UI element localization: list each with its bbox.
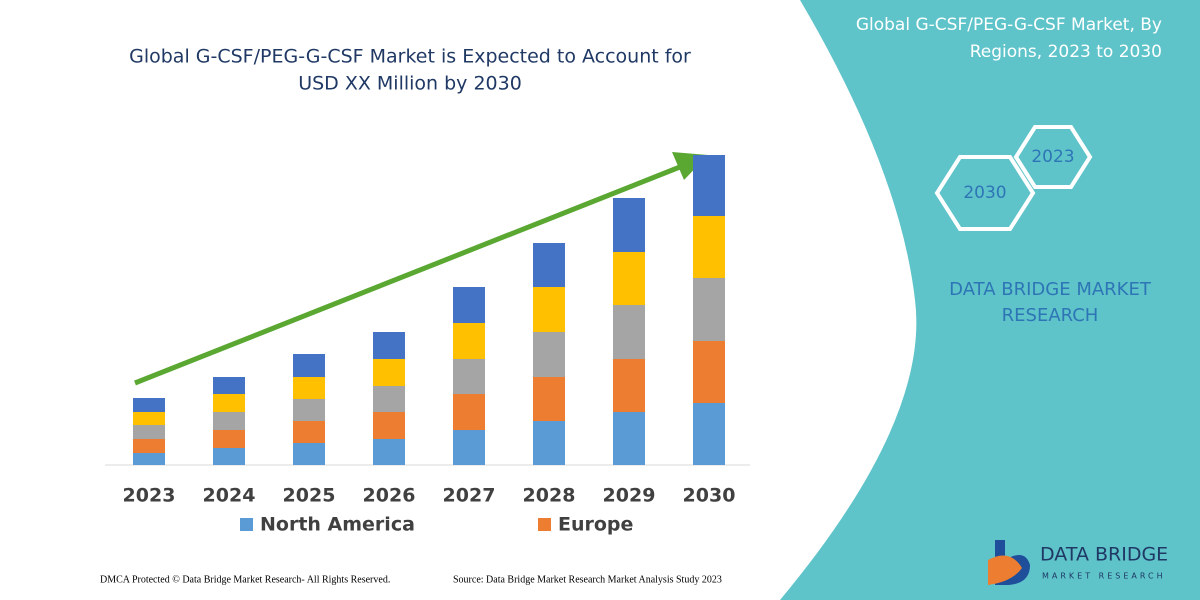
bar-segment xyxy=(293,354,325,377)
bar-segment xyxy=(613,198,645,252)
bar-segment xyxy=(213,394,245,412)
bar-segment xyxy=(133,398,165,412)
bar-segment xyxy=(133,453,165,465)
hexagon-label: 2023 xyxy=(1031,147,1074,167)
x-tick-label: 2029 xyxy=(603,485,656,507)
bar-segment xyxy=(693,216,725,278)
bar-segment xyxy=(373,439,405,465)
footer-text: DMCA Protected © Data Bridge Market Rese… xyxy=(100,574,390,585)
bar-segment xyxy=(373,412,405,439)
x-tick-label: 2024 xyxy=(203,485,256,507)
bar-segment xyxy=(533,377,565,421)
bar-segment xyxy=(693,155,725,216)
panel-title: Regions, 2023 to 2030 xyxy=(970,42,1162,62)
bar-segment xyxy=(693,341,725,403)
bar-segment xyxy=(533,287,565,332)
hexagon xyxy=(934,155,1036,231)
bar-segment xyxy=(293,443,325,465)
bar-segment xyxy=(133,425,165,439)
legend-swatch xyxy=(240,518,253,531)
bar-segment xyxy=(293,377,325,399)
bar-segment xyxy=(133,412,165,425)
bar-segment xyxy=(453,287,485,323)
logo-name: DATA BRIDGE xyxy=(1040,544,1168,566)
bar-segment xyxy=(693,278,725,341)
brand-text: DATA BRIDGE MARKET xyxy=(949,279,1152,300)
logo-icon xyxy=(988,555,1022,585)
chart-title: Global G-CSF/PEG-G-CSF Market is Expecte… xyxy=(129,46,691,68)
bar-segment xyxy=(613,412,645,465)
hexagon xyxy=(1013,125,1093,189)
legend-swatch xyxy=(538,518,551,531)
bar-segment xyxy=(213,448,245,465)
bar-segment xyxy=(453,323,485,359)
x-tick-label: 2028 xyxy=(523,485,576,507)
brand-text: RESEARCH xyxy=(1002,305,1099,326)
trend-arrow xyxy=(134,160,691,386)
bar-segment xyxy=(533,421,565,465)
x-tick-label: 2025 xyxy=(283,485,336,507)
right-panel xyxy=(780,0,1200,600)
bar-segment xyxy=(373,332,405,359)
legend-label: Europe xyxy=(558,514,633,536)
chart-title: USD XX Million by 2030 xyxy=(298,73,522,95)
x-tick-label: 2027 xyxy=(443,485,496,507)
bar-segment xyxy=(533,332,565,377)
bar-segment xyxy=(613,359,645,412)
hexagon-label: 2030 xyxy=(963,183,1006,203)
bar-segment xyxy=(613,305,645,359)
bar-segment xyxy=(693,403,725,465)
bar-segment xyxy=(373,359,405,386)
bar-segment xyxy=(613,252,645,305)
bar-segment xyxy=(453,394,485,430)
bar-segment xyxy=(533,243,565,287)
x-tick-label: 2030 xyxy=(683,485,736,507)
logo-tagline: MARKET RESEARCH xyxy=(1042,572,1166,581)
bar-segment xyxy=(213,412,245,430)
bar-segment xyxy=(453,430,485,465)
panel-title: Global G-CSF/PEG-G-CSF Market, By xyxy=(856,15,1162,35)
legend-label: North America xyxy=(260,514,415,536)
bar-segment xyxy=(133,439,165,453)
x-tick-label: 2026 xyxy=(363,485,416,507)
bar-segment xyxy=(453,359,485,394)
bar-segment xyxy=(213,377,245,394)
bar-segment xyxy=(293,421,325,443)
x-tick-label: 2023 xyxy=(123,485,176,507)
bar-segment xyxy=(373,386,405,412)
bar-segment xyxy=(293,399,325,421)
footer-text: Source: Data Bridge Market Research Mark… xyxy=(453,574,722,585)
bar-segment xyxy=(213,430,245,448)
